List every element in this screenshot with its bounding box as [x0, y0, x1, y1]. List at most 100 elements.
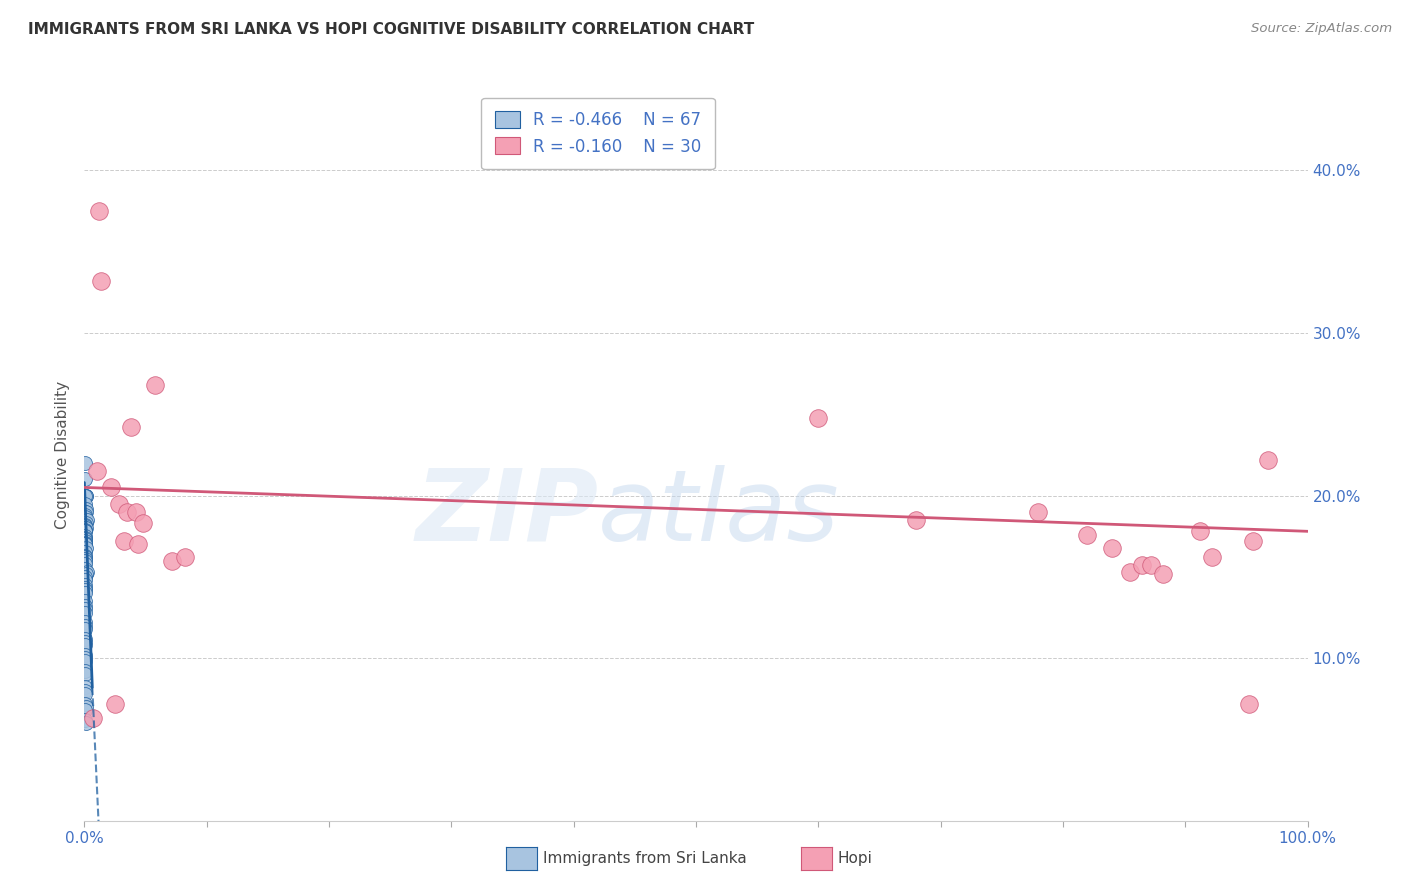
Point [75, 535, 97, 549]
Text: Source: ZipAtlas.com: Source: ZipAtlas.com [1251, 22, 1392, 36]
Point [75, 716, 97, 731]
Point [120, 420, 142, 434]
Point [75, 602, 97, 616]
Point [73, 632, 96, 646]
Point [1119, 565, 1142, 579]
Point [1201, 550, 1223, 565]
Point [87, 204, 110, 219]
Point [75, 517, 97, 532]
Point [73, 606, 96, 620]
Point [73, 622, 96, 636]
Point [75, 521, 97, 535]
Point [1028, 505, 1050, 519]
Point [73, 581, 96, 595]
Point [73, 681, 96, 695]
Point [75, 489, 97, 503]
Point [75, 578, 97, 592]
Point [75, 537, 97, 551]
Point [73, 537, 96, 551]
Point [73, 562, 96, 576]
Point [112, 534, 135, 549]
Point [73, 638, 96, 652]
Point [75, 501, 97, 516]
Point [75, 618, 97, 632]
Point [75, 703, 97, 717]
Point [1076, 527, 1098, 541]
Point [807, 410, 830, 425]
Point [75, 516, 97, 531]
Point [1188, 524, 1211, 539]
Point [75, 615, 97, 630]
Point [1101, 541, 1123, 555]
Point [75, 521, 97, 535]
Point [75, 505, 97, 519]
Point [127, 537, 149, 551]
Point [75, 549, 97, 563]
Point [75, 699, 97, 714]
Point [75, 489, 97, 503]
Point [75, 456, 97, 470]
Legend: R = -0.466    N = 67, R = -0.160    N = 30: R = -0.466 N = 67, R = -0.160 N = 30 [481, 97, 714, 169]
Point [73, 599, 96, 613]
Point [107, 497, 129, 511]
Point [82, 711, 104, 725]
Point [73, 531, 96, 545]
Point [73, 664, 96, 678]
Point [75, 534, 97, 549]
Point [73, 667, 96, 681]
Point [75, 651, 97, 665]
Point [73, 472, 96, 486]
Point [73, 552, 96, 566]
Point [132, 516, 155, 531]
Point [73, 713, 96, 727]
Point [75, 497, 97, 511]
Y-axis label: Cognitive Disability: Cognitive Disability [55, 381, 70, 529]
Text: ZIP: ZIP [415, 465, 598, 562]
Point [73, 570, 96, 584]
Text: atlas: atlas [598, 465, 839, 562]
Text: Immigrants from Sri Lanka: Immigrants from Sri Lanka [543, 852, 747, 866]
Point [104, 697, 127, 711]
Point [90, 274, 112, 288]
Point [100, 480, 122, 494]
Point [75, 505, 97, 519]
Point [75, 566, 97, 581]
Point [86, 464, 108, 478]
Point [76, 513, 98, 527]
Text: IMMIGRANTS FROM SRI LANKA VS HOPI COGNITIVE DISABILITY CORRELATION CHART: IMMIGRANTS FROM SRI LANKA VS HOPI COGNIT… [28, 22, 755, 37]
Point [1132, 558, 1154, 573]
Point [73, 683, 96, 698]
Point [73, 523, 96, 537]
Point [73, 594, 96, 608]
Point [73, 524, 96, 539]
Point [173, 550, 195, 565]
Point [73, 573, 96, 587]
Point [73, 648, 96, 662]
Point [1140, 558, 1163, 573]
Point [75, 489, 97, 503]
Point [162, 553, 184, 567]
Point [75, 509, 97, 524]
Point [75, 586, 97, 600]
Point [75, 524, 97, 539]
Text: Hopi: Hopi [838, 852, 873, 866]
Point [905, 513, 928, 527]
Point [1241, 534, 1264, 549]
Point [73, 687, 96, 701]
Point [76, 565, 98, 579]
Point [75, 557, 97, 571]
Point [73, 697, 96, 711]
Point [75, 519, 97, 533]
Point [75, 635, 97, 649]
Point [73, 508, 96, 522]
Point [75, 505, 97, 519]
Point [75, 582, 97, 597]
Point [75, 533, 97, 547]
Point [1257, 452, 1279, 467]
Point [143, 378, 166, 392]
Point [1237, 697, 1260, 711]
Point [73, 545, 96, 559]
Point [73, 654, 96, 668]
Point [75, 550, 97, 565]
Point [75, 541, 97, 555]
